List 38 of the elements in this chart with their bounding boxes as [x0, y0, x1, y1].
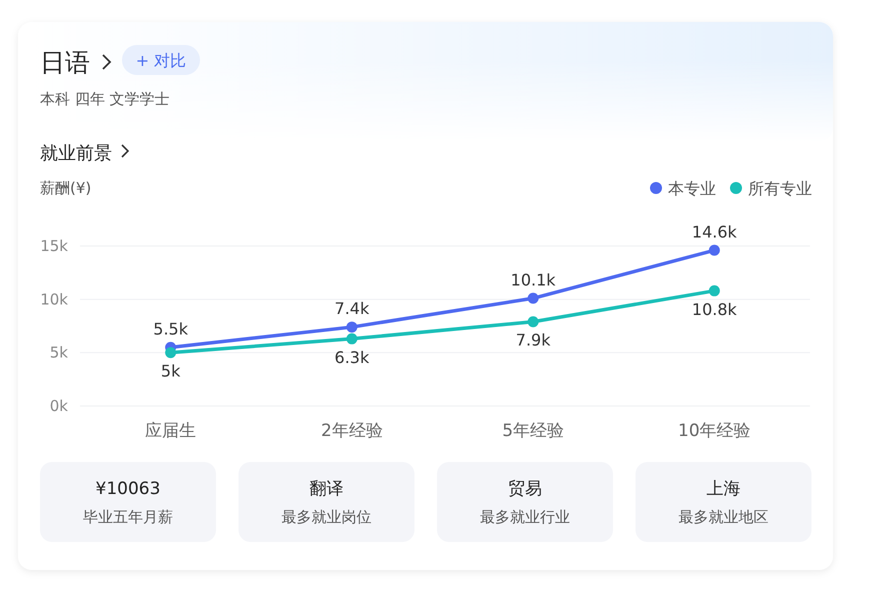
- point: [528, 316, 539, 328]
- legend-label: 所有专业: [748, 179, 812, 198]
- text: 最多就业地区: [678, 508, 768, 526]
- y-tick-label: 5k: [50, 344, 68, 362]
- data-label: 10.1k: [510, 270, 556, 290]
- text: 贸易: [508, 479, 542, 499]
- data-label: 7.4k: [334, 299, 370, 318]
- point: [708, 244, 720, 256]
- point: [346, 333, 358, 344]
- text: ¥10063: [96, 479, 160, 499]
- x-tick-label: 应届生: [145, 421, 196, 441]
- x-tick-label: 10年经验: [678, 421, 751, 441]
- text: 最多就业岗位: [282, 508, 372, 526]
- x-tick-label: 5年经验: [502, 421, 564, 441]
- chart-title: 日语: [40, 48, 90, 77]
- data-label: 5.5k: [153, 319, 189, 338]
- text: 上海: [706, 479, 740, 499]
- y-tick-label: 15k: [40, 237, 68, 255]
- data-label: 14.6k: [692, 222, 738, 242]
- point: [165, 347, 176, 358]
- point: [528, 292, 539, 304]
- data-label: 10.8k: [692, 300, 738, 319]
- text: 最多就业行业: [480, 508, 570, 526]
- text: 翻译: [310, 479, 344, 499]
- chart-subtitle: 本科 四年 文学学士: [40, 90, 170, 108]
- y-tick-label: 0k: [50, 397, 68, 415]
- point: [708, 285, 720, 296]
- data-label: 6.3k: [334, 348, 370, 367]
- text: + 对比: [136, 51, 186, 70]
- point: [346, 322, 358, 333]
- x-tick-label: 2年经验: [320, 421, 383, 441]
- data-label: 5k: [160, 362, 182, 381]
- text: 就业前景: [40, 143, 112, 164]
- legend-label: 本专业: [668, 179, 716, 198]
- y-axis-title: 薪酬(¥): [40, 179, 92, 197]
- y-tick-label: 10k: [40, 290, 68, 308]
- text: 毕业五年月薪: [83, 508, 173, 526]
- data-label: 7.9k: [516, 330, 552, 350]
